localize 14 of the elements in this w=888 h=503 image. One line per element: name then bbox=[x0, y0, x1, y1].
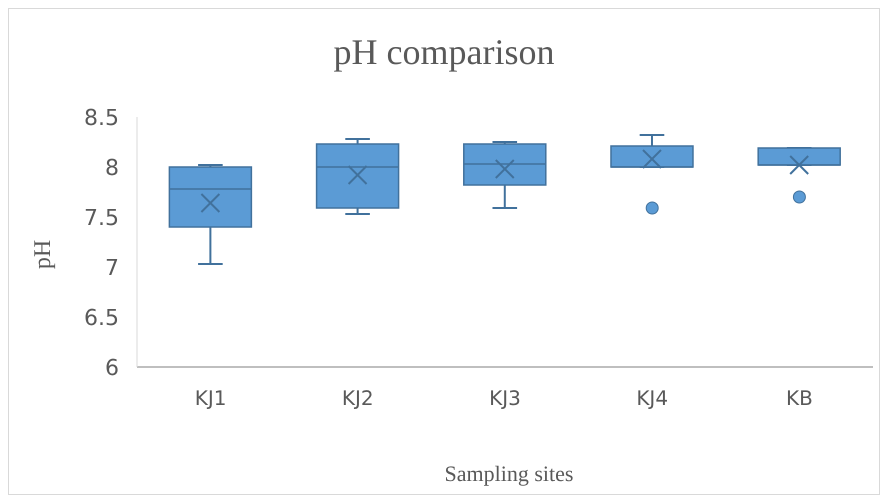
y-tick-label: 6 bbox=[105, 356, 119, 381]
y-tick-label: 8.5 bbox=[84, 106, 119, 131]
y-tick-label: 7.5 bbox=[84, 206, 119, 231]
y-tick-label: 8 bbox=[105, 156, 119, 181]
y-axis-title: pH bbox=[30, 239, 58, 269]
x-axis-title: Sampling sites bbox=[444, 461, 574, 487]
x-tick-label: KJ1 bbox=[194, 386, 226, 410]
x-tick-label: KJ2 bbox=[342, 386, 374, 410]
chart-title: pH comparison bbox=[332, 31, 556, 73]
y-tick-label: 6.5 bbox=[84, 306, 119, 331]
x-tick-label: KJ3 bbox=[489, 386, 521, 410]
x-tick-label: KB bbox=[786, 386, 813, 410]
y-tick-label: 7 bbox=[105, 256, 119, 281]
x-tick-label: KJ4 bbox=[636, 386, 668, 410]
